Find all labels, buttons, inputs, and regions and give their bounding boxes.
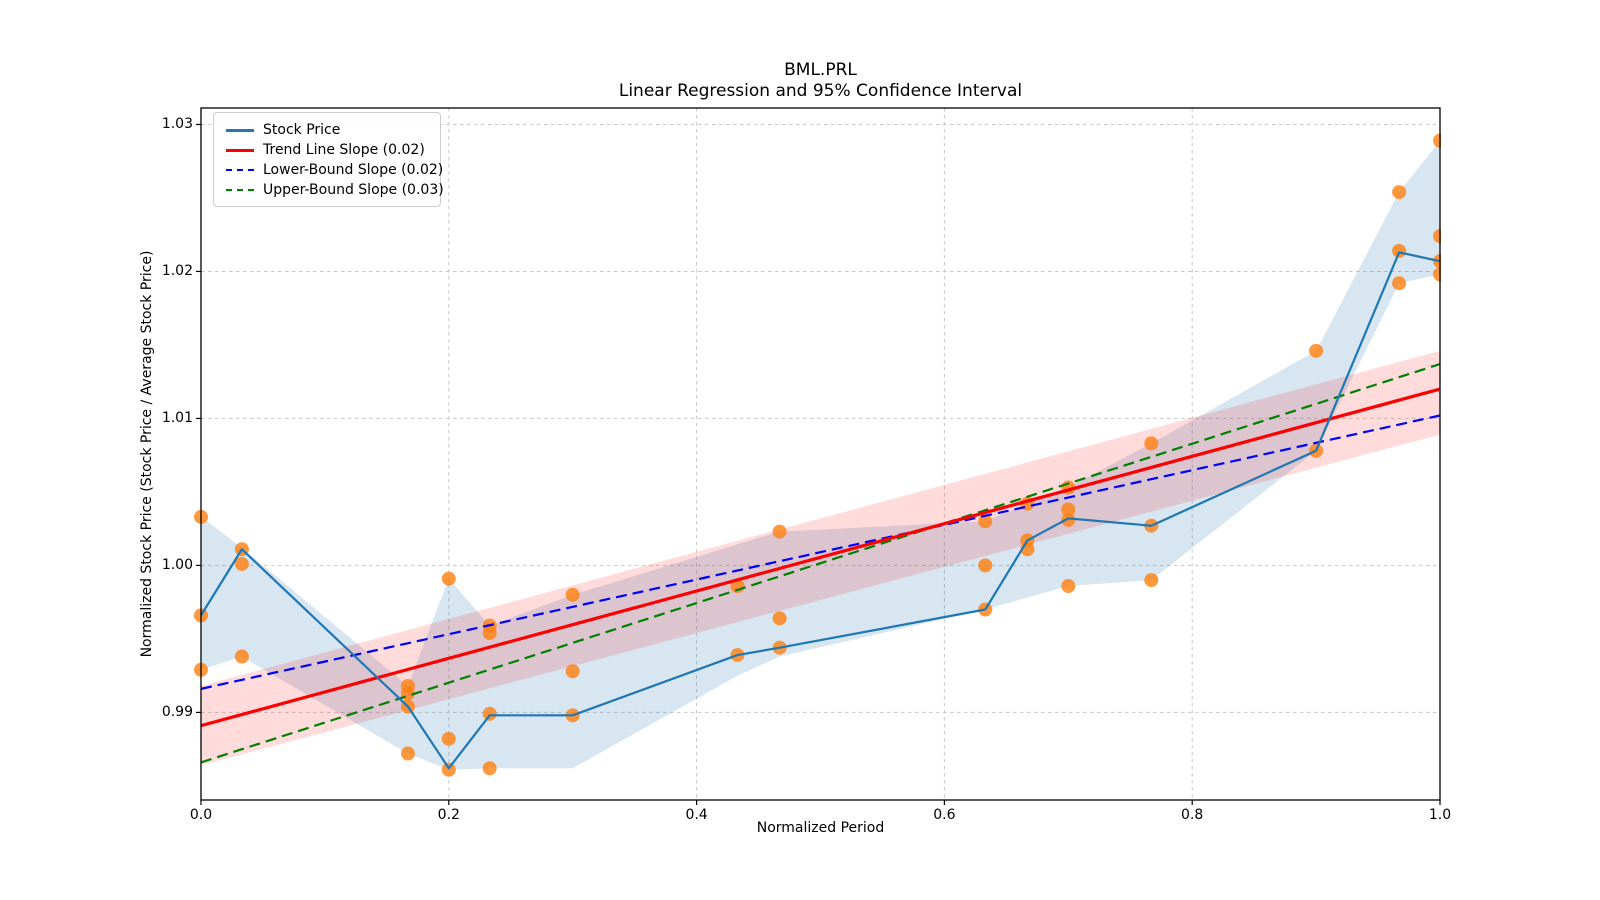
scatter-point — [978, 558, 993, 573]
y-tick-label: 1.01 — [161, 410, 193, 427]
scatter-point — [772, 524, 787, 539]
scatter-point — [441, 731, 456, 746]
scatter-point — [1061, 502, 1076, 517]
x-tick-label: 0.4 — [685, 807, 708, 823]
scatter-point — [400, 746, 415, 761]
y-tick-label: 1.03 — [161, 116, 193, 133]
x-tick-label: 0.2 — [437, 807, 460, 823]
scatter-point — [482, 626, 497, 641]
legend-label: Trend Line Slope (0.02) — [263, 142, 425, 158]
scatter-point — [482, 761, 497, 776]
y-tick-label: 1.02 — [161, 263, 193, 280]
y-axis-label: Normalized Stock Price (Stock Price / Av… — [139, 250, 155, 658]
x-tick-label: 0.6 — [933, 807, 956, 823]
scatter-point — [1061, 512, 1076, 527]
x-tick-label: 1.0 — [1428, 807, 1452, 823]
legend-line-sample — [226, 169, 254, 171]
upper-bound-slope-0-03--line — [200, 362, 1441, 764]
legend-line-sample — [226, 189, 254, 191]
scatter-point — [1309, 343, 1324, 358]
scatter-point — [441, 571, 456, 586]
scatter-point — [1144, 436, 1159, 451]
legend-item-3: Upper-Bound Slope (0.03) — [226, 180, 444, 200]
legend-item-1: Trend Line Slope (0.02) — [226, 140, 432, 160]
scatter-point — [234, 649, 249, 664]
scatter-point — [234, 556, 249, 571]
legend-item-2: Lower-Bound Slope (0.02) — [226, 160, 443, 180]
y-tick-label: 1.00 — [161, 557, 193, 574]
lower-bound-slope-0-02--line — [200, 414, 1441, 690]
legend-line-sample — [226, 128, 254, 132]
chart-subtitle: Linear Regression and 95% Confidence Int… — [618, 81, 1023, 101]
x-axis-label: Normalized Period — [756, 820, 885, 836]
legend-line-sample — [226, 148, 254, 152]
scatter-point — [1392, 185, 1407, 200]
scatter-point — [1392, 276, 1407, 291]
x-tick-label: 0.8 — [1181, 807, 1204, 823]
scatter-point — [1433, 267, 1441, 282]
scatter-point — [1392, 243, 1407, 258]
scatter-point — [1061, 578, 1076, 593]
scatter-point — [978, 514, 993, 529]
scatter-point — [565, 587, 580, 602]
legend-label: Lower-Bound Slope (0.02) — [263, 162, 444, 178]
scatter-point — [1433, 133, 1441, 148]
chart-title-block: BML.PRL Linear Regression and 95% Confid… — [201, 60, 1440, 102]
scatter-point — [1144, 573, 1159, 588]
axes-spines — [200, 107, 1441, 801]
plot-contents — [194, 133, 1441, 777]
stock-price-line — [200, 251, 1441, 770]
trend-line-slope-0-02--line — [200, 387, 1441, 728]
chart-title: BML.PRL — [784, 60, 857, 80]
scatter-point — [772, 611, 787, 626]
legend-label: Stock Price — [263, 122, 341, 138]
scatter-point — [565, 664, 580, 679]
scatter-point — [1433, 229, 1441, 244]
legend-label: Upper-Bound Slope (0.03) — [263, 182, 444, 198]
y-tick-label: 0.99 — [161, 704, 193, 721]
scatter-point — [482, 706, 497, 721]
scatter-point — [441, 762, 456, 777]
x-tick-label: 0.0 — [189, 807, 213, 823]
legend-item-0: Stock Price — [226, 120, 432, 140]
legend: Stock Price Trend Line Slope (0.02) Lower-… — [213, 112, 444, 207]
